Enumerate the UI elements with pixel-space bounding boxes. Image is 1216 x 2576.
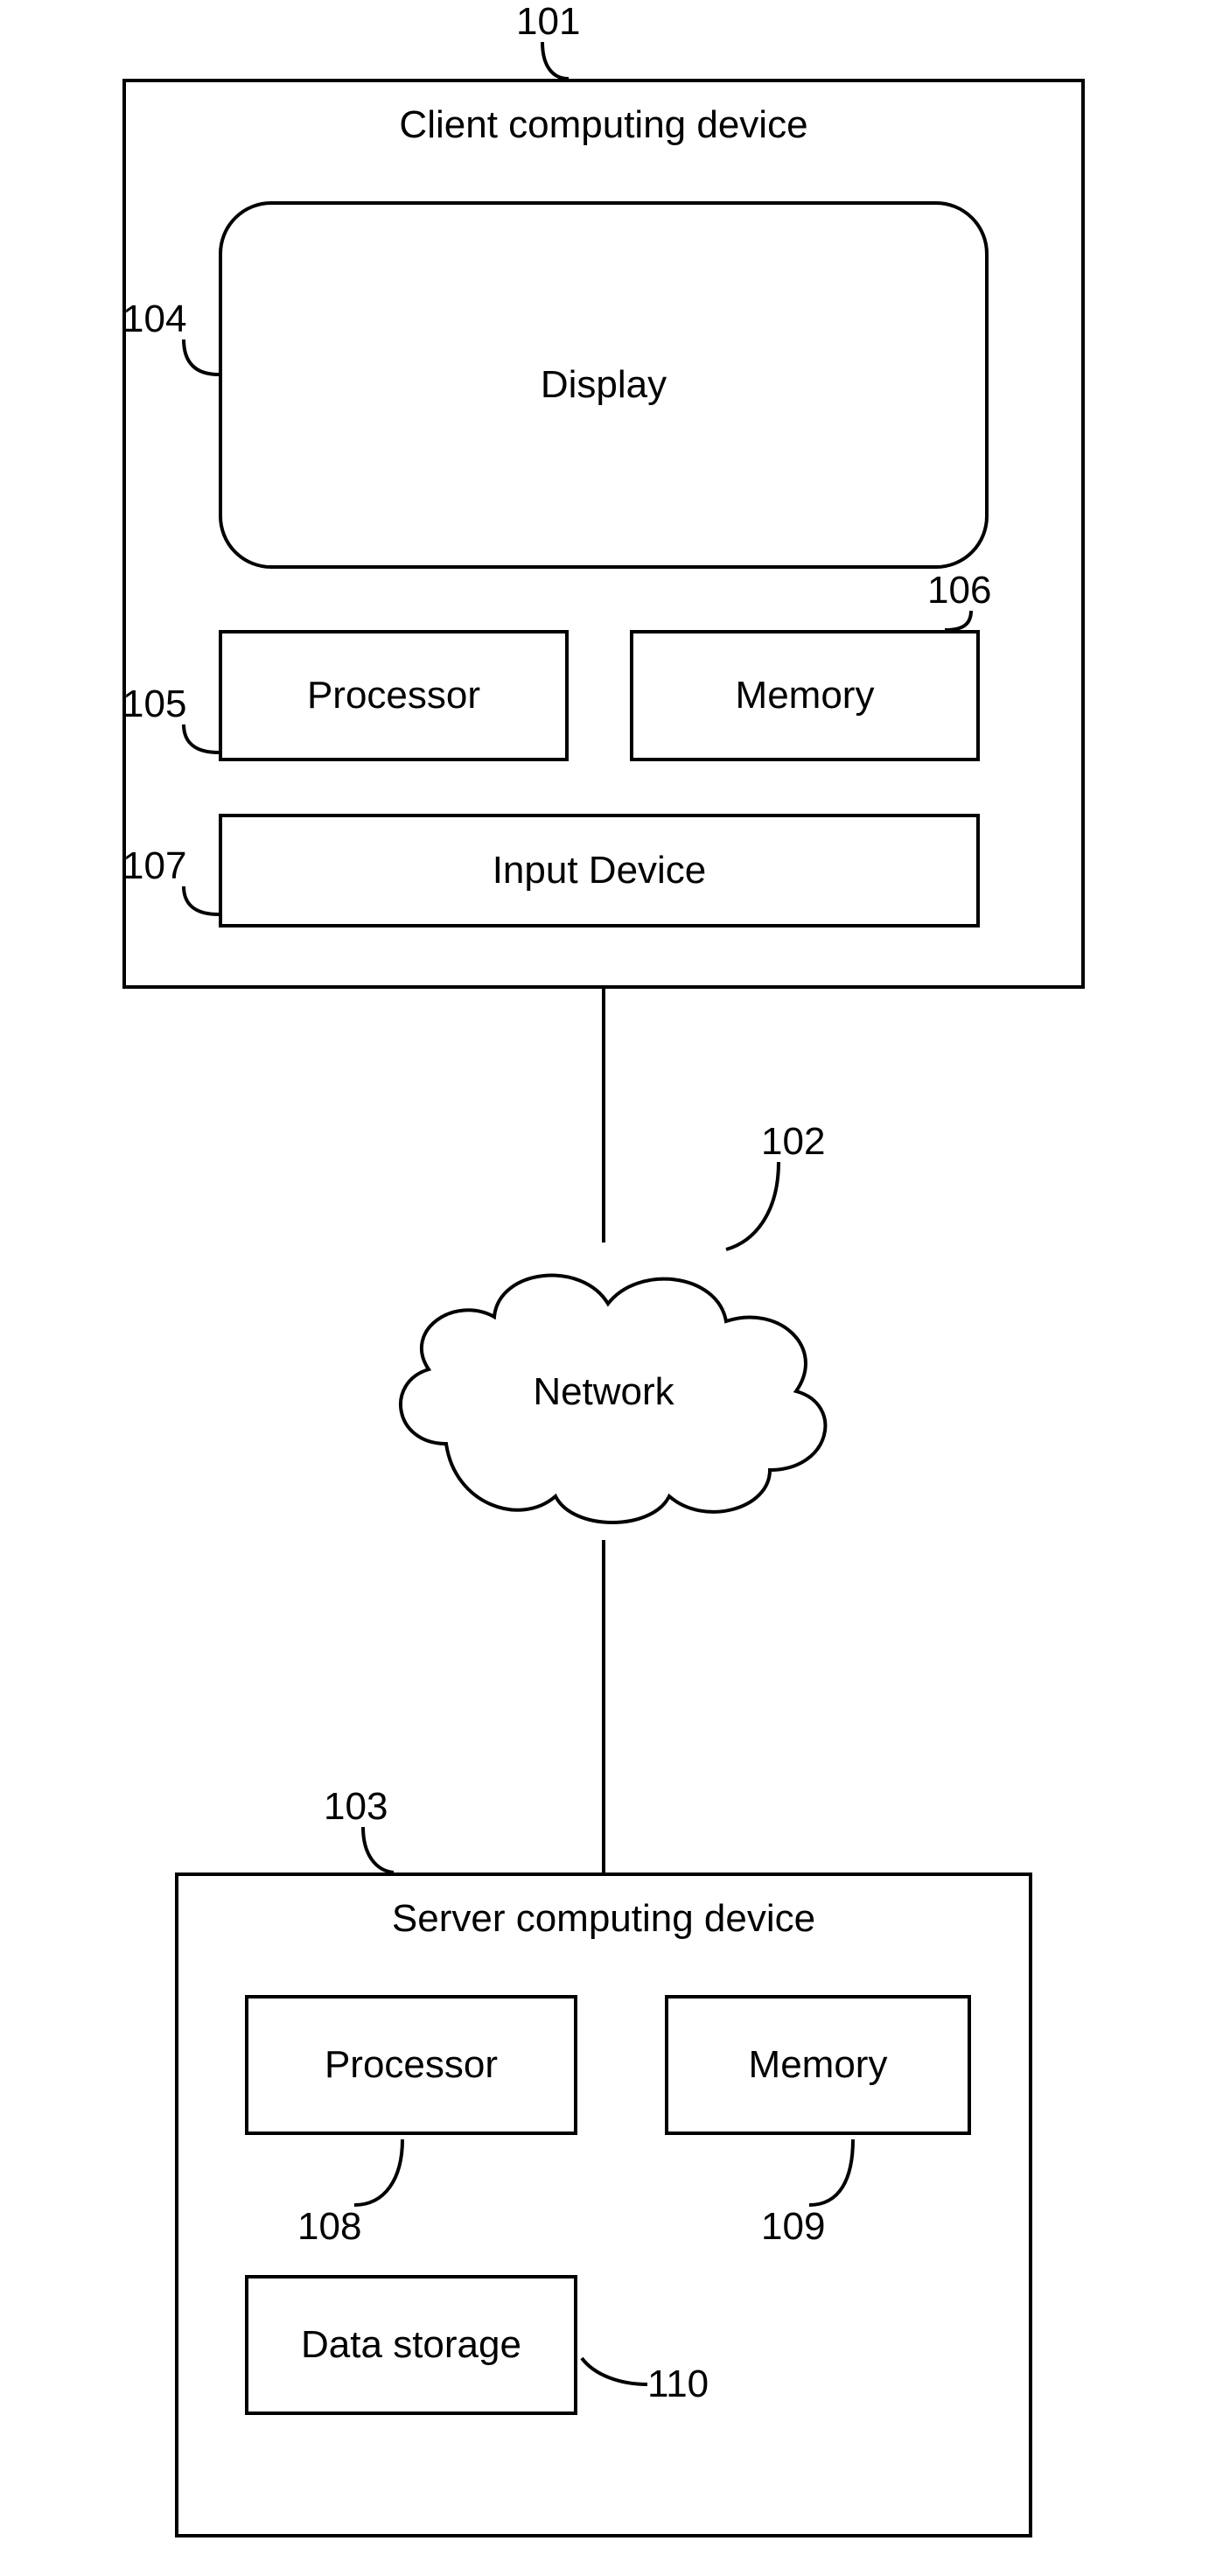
connector-client-network — [600, 989, 607, 1242]
server-processor-box: Processor — [245, 1995, 577, 2135]
input-device-box: Input Device — [219, 814, 980, 928]
ref-103: 103 — [324, 1785, 388, 1829]
connector-network-server — [600, 1540, 607, 1872]
input-device-label: Input Device — [493, 849, 707, 892]
client-processor-label: Processor — [307, 674, 480, 718]
leader-103 — [346, 1827, 407, 1880]
client-memory-label: Memory — [736, 674, 875, 718]
leader-102 — [717, 1162, 796, 1258]
ref-102: 102 — [761, 1120, 825, 1164]
server-memory-label: Memory — [749, 2043, 888, 2087]
ref-106: 106 — [927, 569, 991, 612]
server-processor-label: Processor — [325, 2043, 498, 2087]
network-label: Network — [533, 1370, 674, 1413]
client-title: Client computing device — [399, 103, 807, 147]
diagram-canvas: Client computing device Display Processo… — [0, 0, 1216, 2576]
server-memory-box: Memory — [665, 1995, 971, 2135]
client-processor-box: Processor — [219, 630, 569, 761]
ref-107: 107 — [122, 844, 186, 888]
network-cloud-icon: Network — [359, 1225, 849, 1558]
ref-110: 110 — [647, 2362, 709, 2406]
ref-101: 101 — [516, 0, 580, 44]
ref-105: 105 — [122, 682, 186, 726]
data-storage-label: Data storage — [301, 2323, 521, 2367]
ref-104: 104 — [122, 298, 186, 341]
client-memory-box: Memory — [630, 630, 980, 761]
display-label: Display — [541, 363, 667, 407]
data-storage-box: Data storage — [245, 2275, 577, 2415]
display-box: Display — [219, 201, 989, 569]
ref-109: 109 — [761, 2205, 825, 2249]
ref-108: 108 — [297, 2205, 361, 2249]
server-title: Server computing device — [392, 1897, 815, 1941]
